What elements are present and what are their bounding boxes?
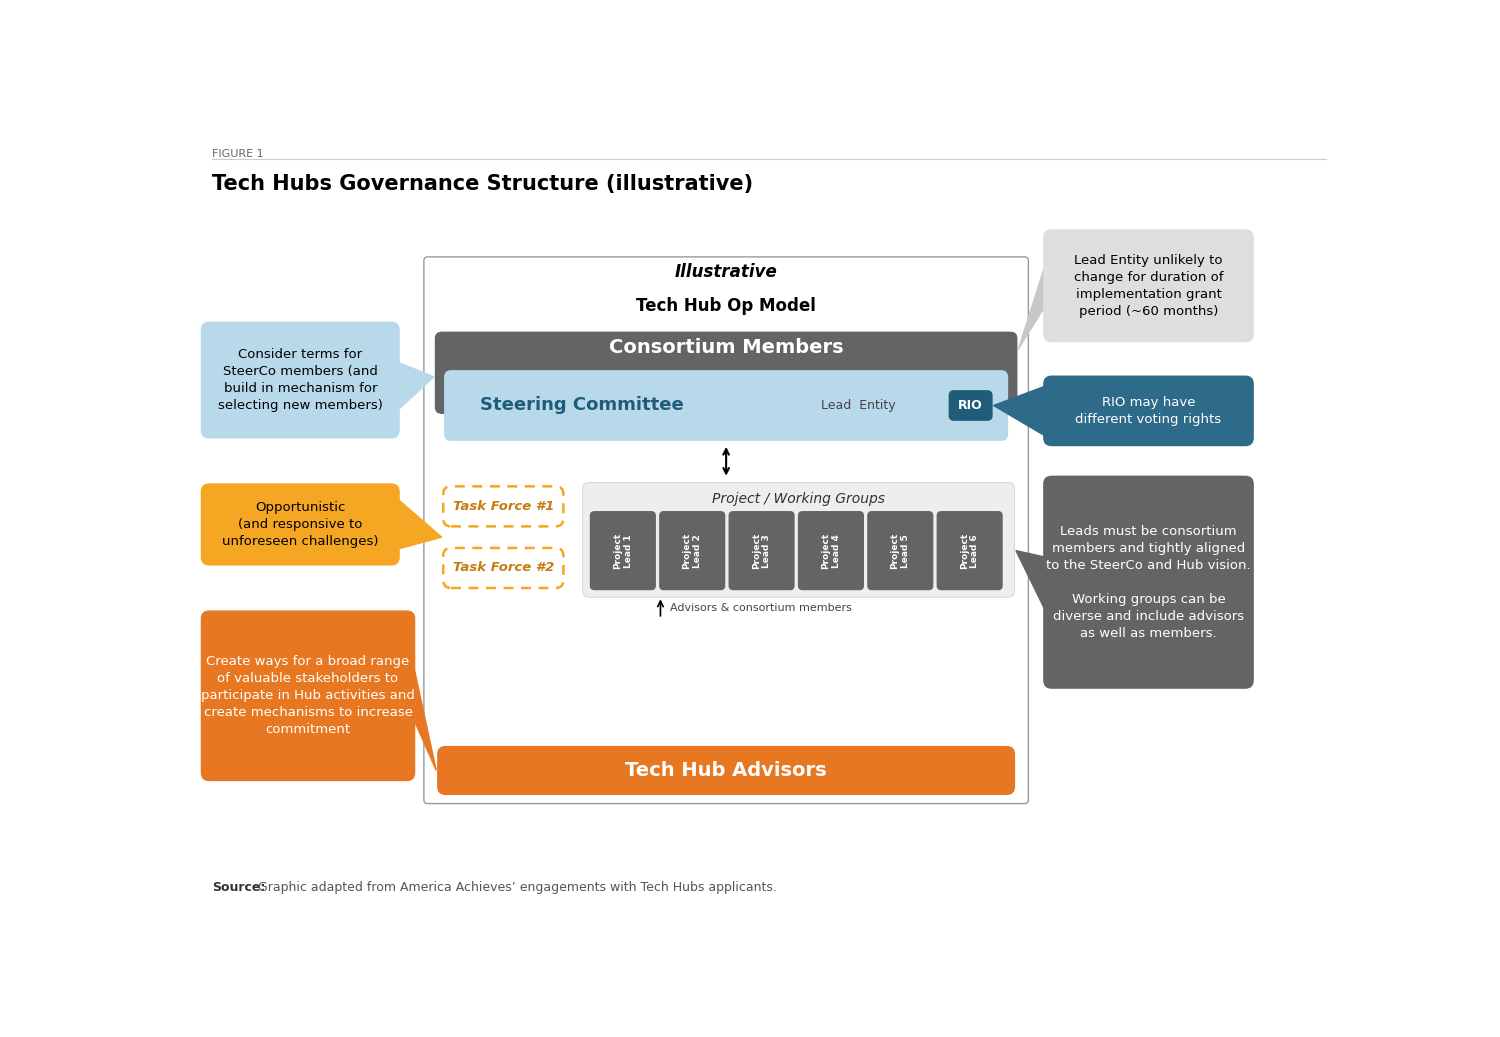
Text: Project
Lead 5: Project Lead 5 [891, 533, 910, 568]
Text: Project
Lead 6: Project Lead 6 [960, 533, 980, 568]
FancyBboxPatch shape [444, 486, 564, 527]
Text: Tech Hub Advisors: Tech Hub Advisors [626, 761, 827, 780]
FancyBboxPatch shape [446, 371, 1008, 440]
FancyBboxPatch shape [729, 511, 794, 589]
FancyBboxPatch shape [201, 484, 399, 565]
FancyBboxPatch shape [938, 511, 1002, 589]
Text: Task Force #2: Task Force #2 [453, 561, 554, 574]
Text: Tech Hub Op Model: Tech Hub Op Model [636, 297, 816, 315]
FancyBboxPatch shape [950, 391, 992, 420]
FancyBboxPatch shape [201, 611, 414, 781]
Text: Leads must be consortium
members and tightly aligned
to the SteerCo and Hub visi: Leads must be consortium members and tig… [1046, 525, 1251, 640]
Text: Project
Lead 2: Project Lead 2 [682, 533, 702, 568]
Text: Illustrative: Illustrative [675, 263, 777, 281]
FancyBboxPatch shape [438, 747, 1014, 794]
Text: RIO: RIO [958, 399, 982, 412]
Text: Project
Lead 3: Project Lead 3 [752, 533, 771, 568]
Polygon shape [399, 363, 433, 409]
Text: Graphic adapted from America Achieves’ engagements with Tech Hubs applicants.: Graphic adapted from America Achieves’ e… [254, 880, 777, 894]
Text: Consider terms for
SteerCo members (and
build in mechanism for
selecting new mem: Consider terms for SteerCo members (and … [217, 348, 382, 412]
Text: Task Force #1: Task Force #1 [453, 500, 554, 513]
FancyBboxPatch shape [582, 482, 1014, 597]
FancyBboxPatch shape [435, 332, 1017, 413]
Text: RIO may have
different voting rights: RIO may have different voting rights [1076, 396, 1221, 426]
Text: Source:: Source: [213, 880, 266, 894]
Text: Create ways for a broad range
of valuable stakeholders to
participate in Hub act: Create ways for a broad range of valuabl… [201, 655, 416, 736]
Polygon shape [414, 670, 436, 770]
Text: Steering Committee: Steering Committee [480, 396, 684, 415]
FancyBboxPatch shape [868, 511, 933, 589]
FancyBboxPatch shape [1044, 376, 1252, 446]
FancyBboxPatch shape [1044, 476, 1252, 689]
FancyBboxPatch shape [424, 257, 1029, 804]
Text: Tech Hubs Governance Structure (illustrative): Tech Hubs Governance Structure (illustra… [213, 174, 753, 195]
Text: Project
Lead 4: Project Lead 4 [821, 533, 840, 568]
Text: Advisors & consortium members: Advisors & consortium members [670, 602, 852, 613]
Text: Opportunistic
(and responsive to
unforeseen challenges): Opportunistic (and responsive to unfores… [222, 501, 378, 548]
FancyBboxPatch shape [444, 548, 564, 588]
Text: Project / Working Groups: Project / Working Groups [712, 492, 885, 506]
FancyBboxPatch shape [798, 511, 864, 589]
Text: Consortium Members: Consortium Members [609, 338, 843, 357]
FancyBboxPatch shape [660, 511, 724, 589]
Text: Lead  Entity: Lead Entity [822, 399, 896, 412]
Text: FIGURE 1: FIGURE 1 [213, 149, 264, 159]
Polygon shape [399, 500, 441, 549]
Polygon shape [993, 387, 1044, 436]
Polygon shape [1019, 269, 1044, 349]
FancyBboxPatch shape [201, 323, 399, 438]
Text: Project
Lead 1: Project Lead 1 [614, 533, 633, 568]
FancyBboxPatch shape [1044, 230, 1252, 341]
FancyBboxPatch shape [591, 511, 656, 589]
Text: Lead Entity unlikely to
change for duration of
implementation grant
period (~60 : Lead Entity unlikely to change for durat… [1074, 254, 1224, 317]
Polygon shape [1016, 551, 1044, 608]
